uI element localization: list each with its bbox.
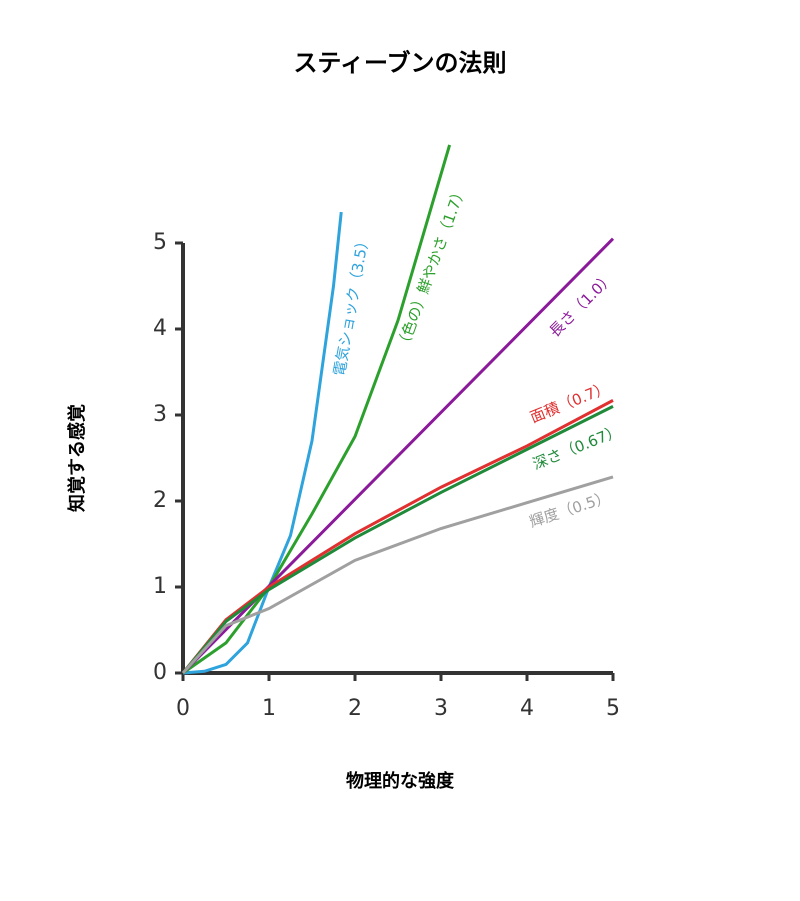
chart-title: スティーブンの法則 [293,49,506,77]
y-tick-label: 2 [153,488,167,513]
x-tick-label: 2 [348,696,362,721]
series-label: 深さ（0.67） [530,422,623,474]
series-line [181,405,614,674]
series-line [181,399,614,674]
x-tick-label: 3 [434,696,448,721]
series-line [181,475,614,675]
x-axis-label: 物理的な強度 [346,770,455,792]
x-tick-label: 4 [520,696,534,721]
series-line [182,144,452,675]
x-tick-label: 0 [176,696,190,721]
y-tick-label: 4 [153,316,167,341]
y-tick-label: 0 [153,660,167,685]
series-label: 長さ（1.0） [546,269,618,341]
y-tick-label: 3 [153,402,167,427]
series-line [182,211,343,675]
y-tick-label: 5 [153,230,167,255]
x-tick-label: 5 [606,696,620,721]
y-tick-label: 1 [153,574,167,599]
y-axis-label: 知覚する感覚 [66,404,88,512]
series-label: 面積（0.7） [528,378,612,426]
series-label: 輝度（0.5） [527,488,612,531]
x-tick-label: 1 [262,696,276,721]
